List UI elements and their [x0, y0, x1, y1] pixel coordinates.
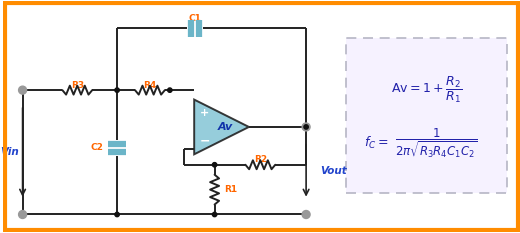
Circle shape — [115, 88, 119, 92]
Text: C2: C2 — [90, 143, 103, 152]
Text: R2: R2 — [254, 155, 267, 164]
Circle shape — [19, 86, 27, 94]
Text: Av: Av — [218, 122, 233, 132]
Circle shape — [212, 163, 217, 167]
Circle shape — [302, 210, 310, 219]
Text: R3: R3 — [71, 81, 84, 90]
Text: +: + — [200, 108, 210, 118]
Text: $\mathrm{Av} = 1 + \dfrac{R_2}{R_1}$: $\mathrm{Av} = 1 + \dfrac{R_2}{R_1}$ — [391, 75, 462, 105]
Text: Vout: Vout — [320, 166, 347, 176]
Circle shape — [167, 88, 172, 92]
Circle shape — [115, 212, 119, 217]
Text: −: − — [200, 134, 211, 147]
Text: $f_C =$: $f_C =$ — [364, 135, 388, 151]
Text: R4: R4 — [144, 81, 157, 90]
Circle shape — [212, 212, 217, 217]
Circle shape — [304, 125, 308, 129]
Polygon shape — [194, 99, 249, 154]
Text: $\dfrac{1}{2\pi\sqrt{R_3 R_4 C_1 C_2}}$: $\dfrac{1}{2\pi\sqrt{R_3 R_4 C_1 C_2}}$ — [395, 126, 478, 160]
FancyBboxPatch shape — [346, 38, 507, 193]
Text: C1: C1 — [188, 14, 201, 23]
Text: R1: R1 — [224, 185, 237, 194]
Text: Vin: Vin — [1, 147, 19, 157]
Circle shape — [302, 123, 310, 131]
Circle shape — [19, 210, 27, 219]
